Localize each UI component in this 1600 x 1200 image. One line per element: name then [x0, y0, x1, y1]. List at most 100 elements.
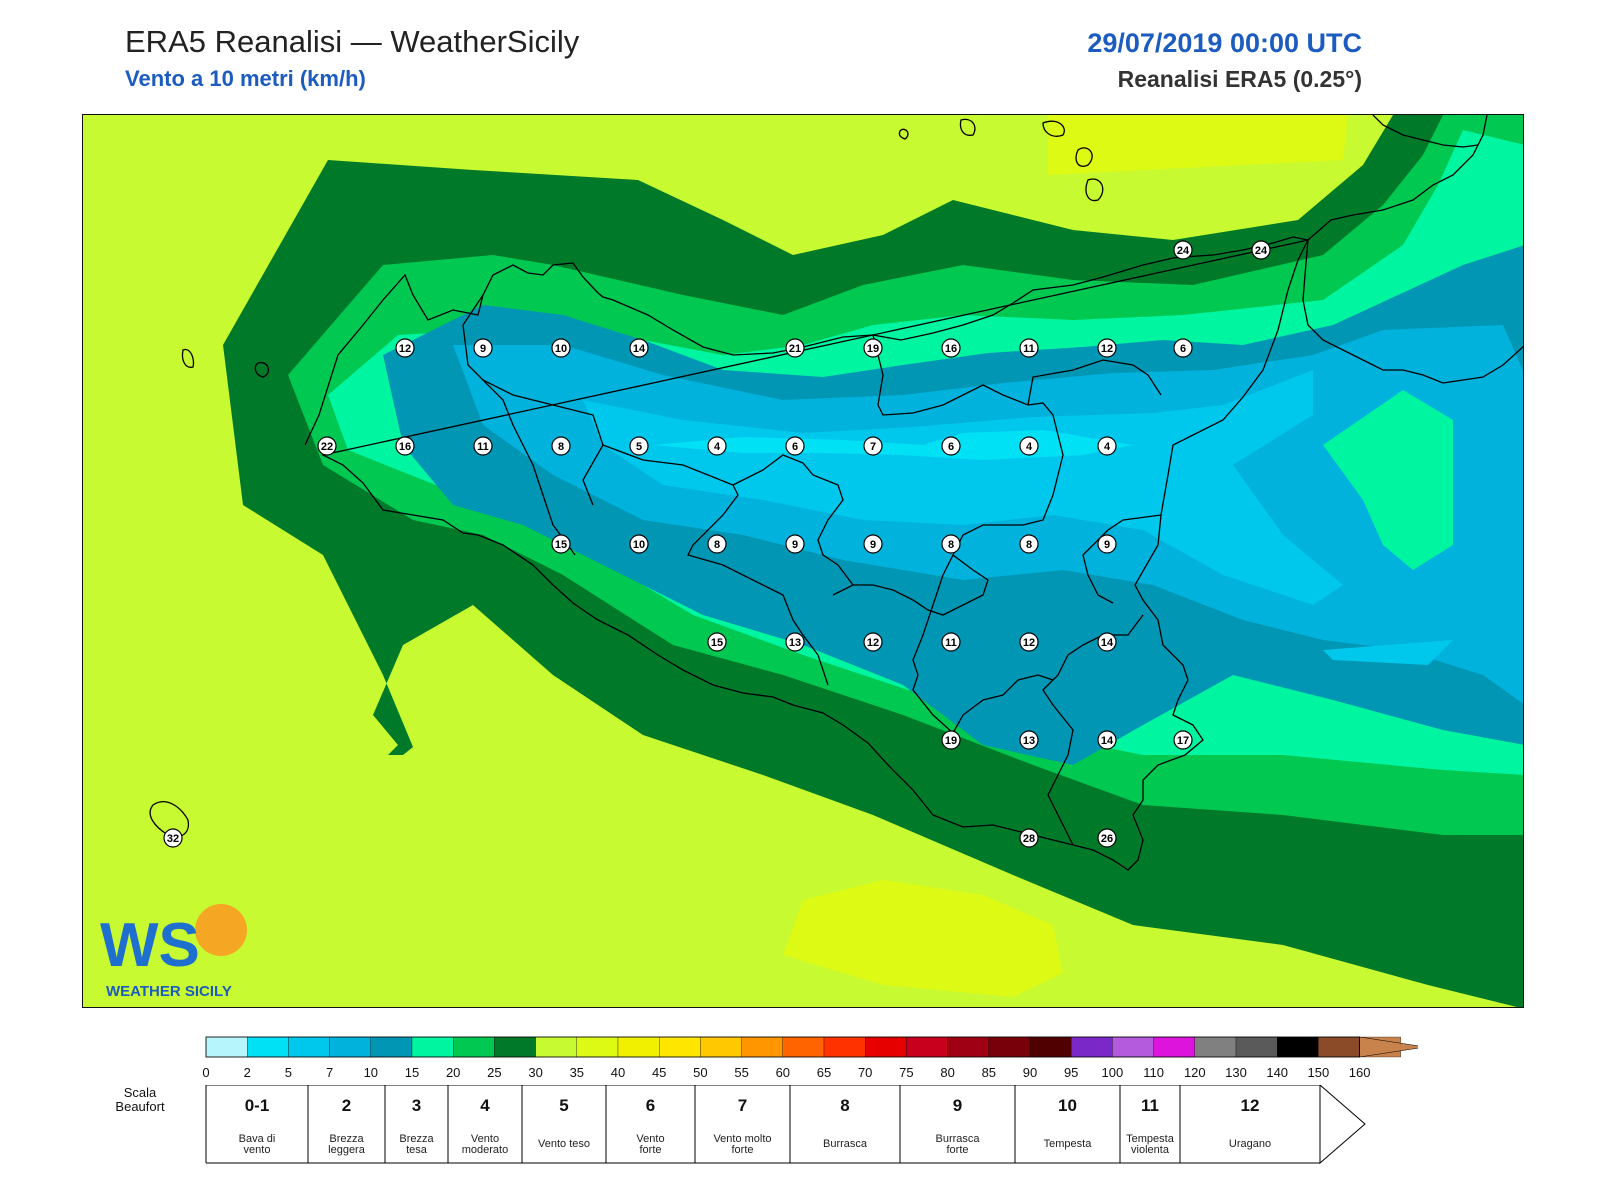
wind-value-label: 8 — [948, 539, 954, 551]
beaufort-desc: moderato — [462, 1144, 508, 1156]
wind-value-marker — [863, 338, 883, 358]
beaufort-desc: Vento molto — [713, 1133, 771, 1145]
wind-value-marker — [1019, 534, 1039, 554]
beaufort-number: 7 — [738, 1096, 747, 1115]
wind-value-marker — [551, 436, 571, 456]
wind-value-label: 14 — [633, 343, 646, 355]
colorbar-segment — [617, 1036, 660, 1058]
colorbar-tick: 2 — [244, 1065, 251, 1080]
wind-value-marker — [1173, 338, 1193, 358]
colorbar-segment — [1194, 1036, 1237, 1058]
colorbar-segment — [453, 1036, 495, 1058]
colorbar-segment — [576, 1036, 619, 1058]
wind-value-label: 9 — [480, 343, 486, 355]
wind-value-label: 16 — [399, 441, 411, 453]
forecast-datetime: 29/07/2019 00:00 UTC — [1087, 28, 1362, 58]
colorbar-tick: 90 — [1023, 1065, 1037, 1080]
wind-value-marker — [1019, 632, 1039, 652]
colorbar-tick: 130 — [1225, 1065, 1247, 1080]
weather-sicily-logo: WS WEATHER SICILY — [96, 902, 256, 1002]
wind-value-label: 10 — [633, 539, 645, 551]
wind-value-marker — [1251, 240, 1271, 260]
wind-value-marker — [1097, 534, 1117, 554]
wind-value-label: 9 — [792, 539, 798, 551]
wind-value-label: 4 — [1104, 441, 1111, 453]
colorbar-segment — [370, 1036, 413, 1058]
wind-value-label: 14 — [1101, 735, 1114, 747]
colorbar-segment — [741, 1036, 783, 1058]
wind-value-marker — [707, 436, 727, 456]
wind-map: 24 24 12 9 10 14 21 19 16 11 12 6 22 16 11 8 5 4 6 7 6 4 4 15 10… — [82, 114, 1524, 1008]
beaufort-number: 5 — [559, 1096, 568, 1115]
beaufort-desc: tesa — [406, 1144, 428, 1156]
colorbar-segment — [247, 1036, 289, 1058]
colorbar-tick: 0 — [202, 1065, 209, 1080]
wind-value-marker — [941, 436, 961, 456]
colorbar-tick: 55 — [734, 1065, 748, 1080]
wind-value-marker — [317, 436, 337, 456]
wind-band-35-40-north — [1048, 115, 1348, 175]
map-subtitle: Vento a 10 metri (km/h) — [125, 66, 366, 91]
colorbar-segment — [288, 1036, 330, 1058]
wind-value-marker — [1019, 828, 1039, 848]
wind-value-marker — [707, 534, 727, 554]
beaufort-desc: Tempesta — [1126, 1133, 1175, 1145]
colorbar-tick: 160 — [1349, 1065, 1371, 1080]
beaufort-number: 6 — [646, 1096, 655, 1115]
beaufort-desc: Bava di — [239, 1133, 276, 1145]
wind-value-marker — [551, 534, 571, 554]
wind-value-marker — [785, 436, 805, 456]
wind-value-label: 8 — [558, 441, 564, 453]
wind-value-label: 9 — [870, 539, 876, 551]
wind-value-marker — [629, 338, 649, 358]
beaufort-desc: Burrasca — [823, 1138, 868, 1150]
beaufort-number: 0-1 — [245, 1096, 270, 1115]
wind-value-label: 15 — [555, 539, 567, 551]
wind-value-label: 4 — [1026, 441, 1033, 453]
wind-value-marker — [1097, 436, 1117, 456]
beaufort-desc: forte — [946, 1144, 968, 1156]
colorbar-segment — [1112, 1036, 1154, 1058]
colorbar-tick: 45 — [652, 1065, 666, 1080]
beaufort-label: Beaufort — [115, 1099, 165, 1114]
wind-value-marker — [1019, 436, 1039, 456]
colorbar-tick: 20 — [446, 1065, 460, 1080]
colorbar-segment — [1235, 1036, 1278, 1058]
beaufort-desc: Brezza — [399, 1133, 434, 1145]
beaufort-number: 12 — [1241, 1096, 1260, 1115]
wind-value-label: 21 — [789, 343, 801, 355]
beaufort-desc: Uragano — [1229, 1138, 1271, 1150]
colorbar-tick: 70 — [858, 1065, 872, 1080]
beaufort-number: 3 — [412, 1096, 421, 1115]
wind-band-5-7-east — [1323, 640, 1453, 665]
wind-value-marker — [1019, 338, 1039, 358]
wind-value-marker — [785, 534, 805, 554]
wind-value-marker — [395, 338, 415, 358]
wind-value-label: 11 — [1023, 343, 1035, 355]
wind-value-label: 16 — [945, 343, 957, 355]
wind-value-marker — [473, 338, 493, 358]
wind-value-label: 11 — [945, 637, 957, 649]
svg-text:WEATHER SICILY: WEATHER SICILY — [106, 983, 232, 1000]
wind-speed-colorbar: 0 2 5 7 10 15 20 25 30 35 40 45 50 55 60 65 70 75 80 85 90 95… — [198, 1035, 1426, 1105]
colorbar-segment — [1029, 1036, 1072, 1058]
wind-value-marker — [629, 436, 649, 456]
wind-value-label: 6 — [948, 441, 954, 453]
colorbar-tick: 35 — [570, 1065, 584, 1080]
wind-value-label: 12 — [399, 343, 411, 355]
colorbar-segment — [1153, 1036, 1195, 1058]
wind-value-label: 9 — [1104, 539, 1110, 551]
wind-value-label: 5 — [636, 441, 642, 453]
colorbar-tick: 140 — [1266, 1065, 1288, 1080]
wind-value-label: 12 — [1101, 343, 1113, 355]
wind-value-marker — [941, 338, 961, 358]
wind-value-marker — [863, 632, 883, 652]
wind-value-marker — [629, 534, 649, 554]
colorbar-segment — [782, 1036, 825, 1058]
beaufort-desc: forte — [731, 1144, 753, 1156]
beaufort-desc: Vento — [636, 1133, 664, 1145]
colorbar-segment — [205, 1036, 248, 1058]
wind-value-marker — [1173, 240, 1193, 260]
colorbar-segment — [329, 1036, 371, 1058]
wind-band-35-40-south — [783, 880, 1063, 997]
